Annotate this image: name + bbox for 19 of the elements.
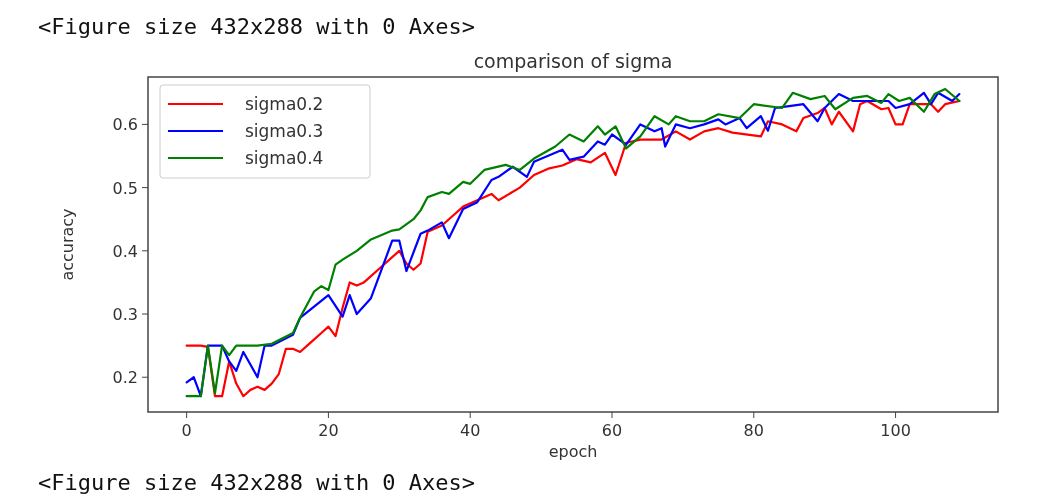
y-axis-title: accuracy [58, 208, 77, 281]
x-tick-label: 60 [601, 421, 623, 440]
text: <Figure size 432x288 with 0 Axes> [38, 14, 476, 39]
y-tick-label: 0.3 [112, 305, 138, 325]
legend-label: sigma0.4 [245, 148, 324, 168]
y-tick-label: 0.6 [112, 115, 138, 135]
text: <Figure size 432x288 with 0 Axes> [38, 470, 476, 495]
x-axis-title: epoch [548, 442, 598, 461]
y-tick-label: 0.4 [112, 241, 138, 261]
chart-title: comparison of sigma [473, 50, 673, 72]
x-tick-label: 40 [460, 421, 481, 440]
legend-label: sigma0.3 [245, 121, 324, 141]
legend-label: sigma0.2 [245, 94, 324, 114]
x-tick-label: 20 [318, 421, 339, 440]
y-tick-label: 0.2 [112, 368, 138, 388]
y-tick-label: 0.5 [112, 178, 138, 198]
x-tick-label: 0 [181, 421, 192, 440]
x-tick-label: 80 [743, 421, 764, 440]
x-tick-label: 100 [880, 421, 911, 440]
